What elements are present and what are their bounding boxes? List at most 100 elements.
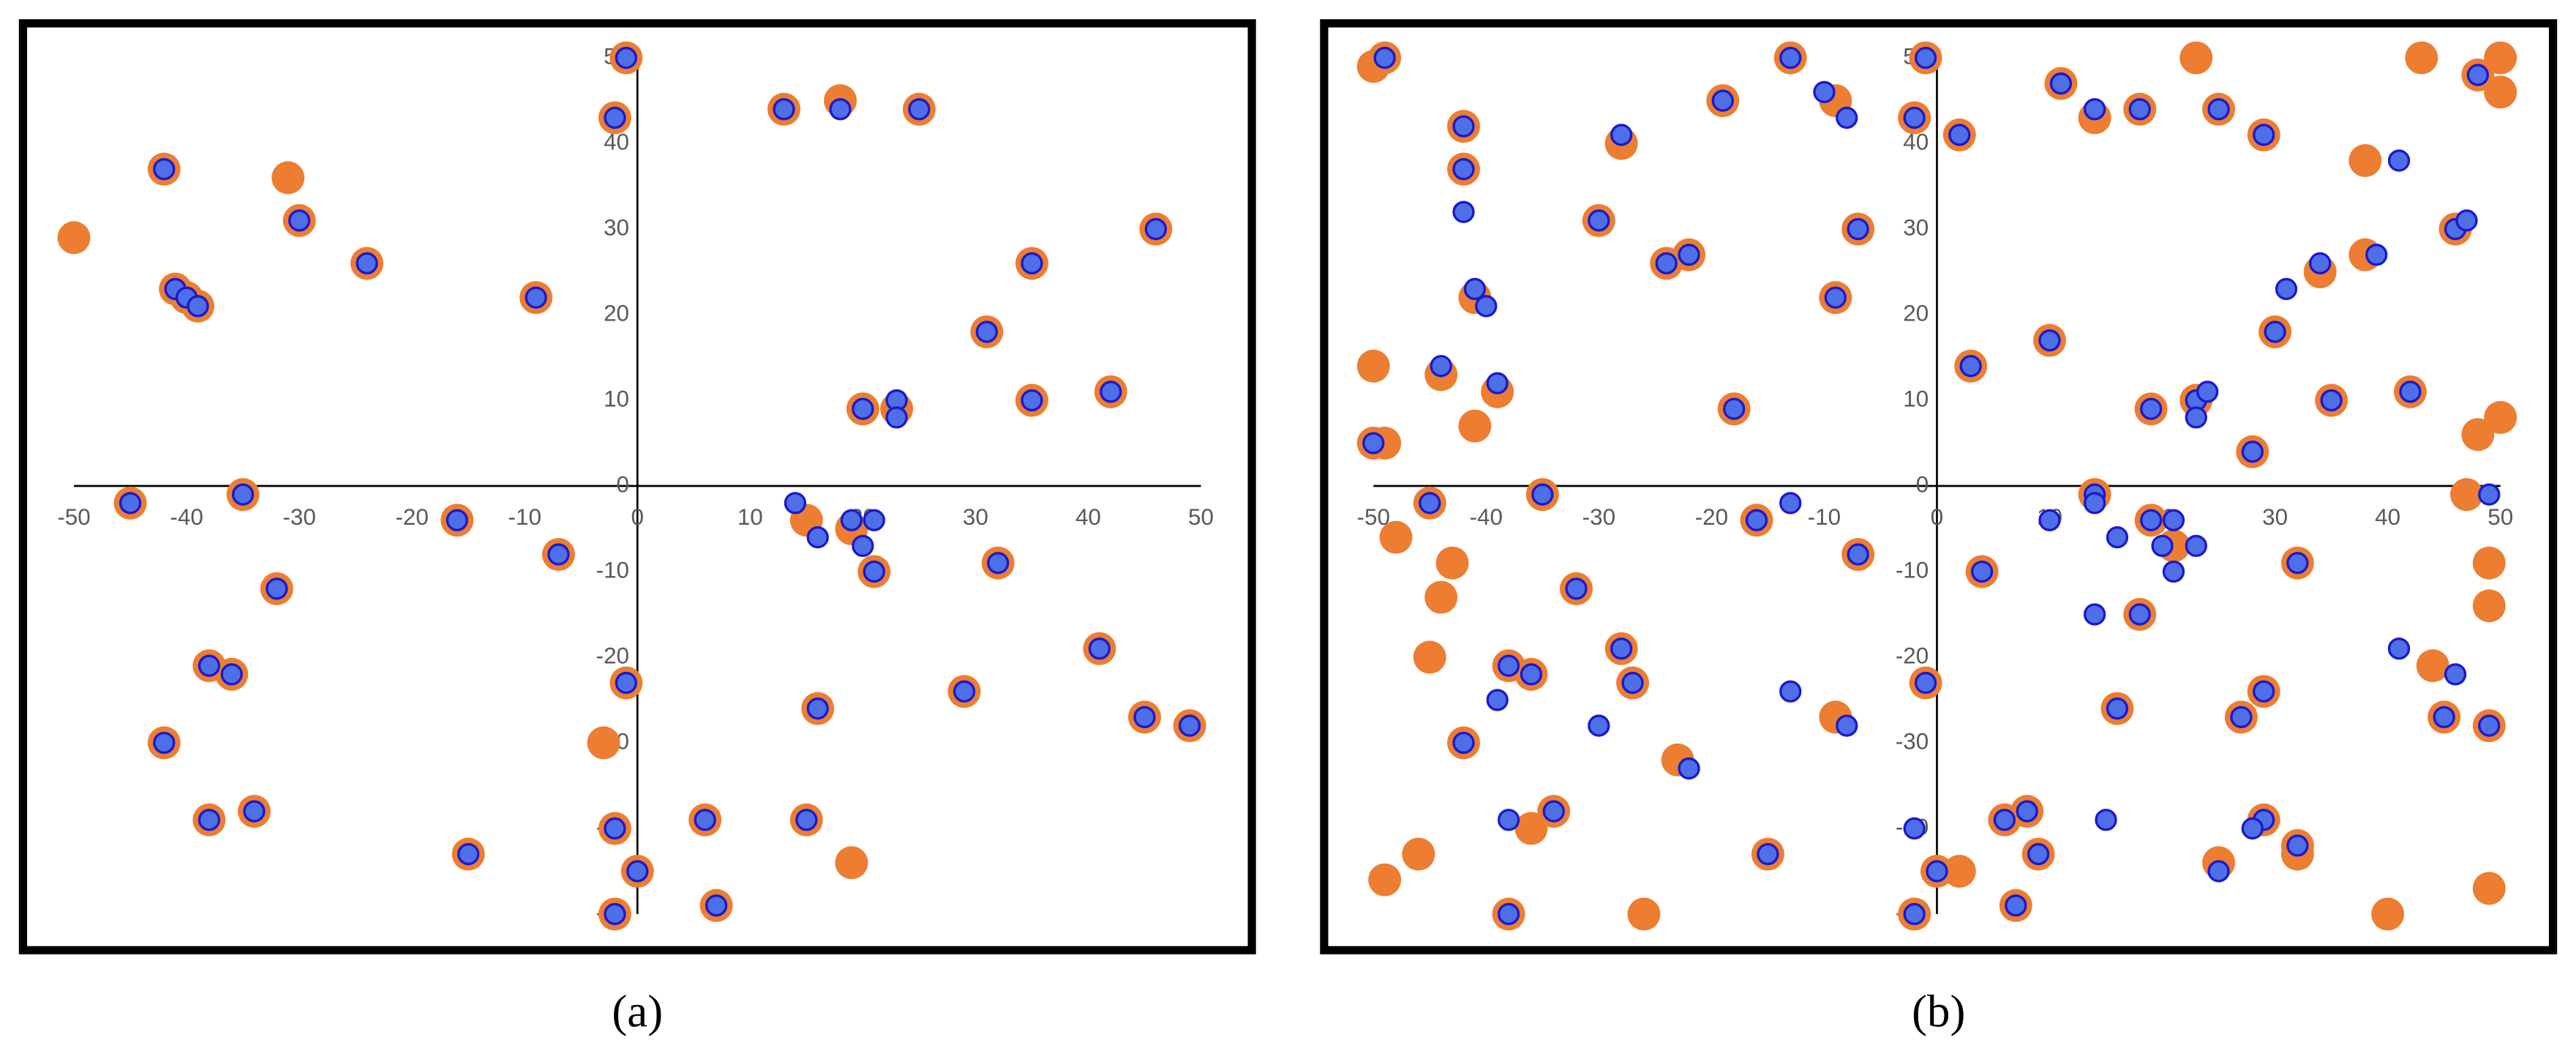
point <box>1847 217 1869 241</box>
point <box>1402 837 1435 871</box>
y-tick-label: 30 <box>604 214 629 240</box>
point <box>356 252 378 274</box>
x-tick-label: -10 <box>1808 504 1841 530</box>
point <box>57 221 91 255</box>
point <box>1655 252 1678 274</box>
point <box>288 209 311 232</box>
point <box>1413 640 1446 674</box>
point <box>1993 809 2016 831</box>
point <box>2416 649 2449 683</box>
point <box>1362 432 1385 454</box>
point <box>1514 812 1548 845</box>
point <box>2450 478 2483 512</box>
point <box>1779 680 1802 703</box>
x-tick-label: 30 <box>963 504 988 530</box>
point <box>795 809 818 831</box>
point <box>2128 98 2151 121</box>
point <box>863 509 885 531</box>
y-tick-label: 10 <box>604 386 629 411</box>
point <box>2230 706 2253 729</box>
point <box>1779 492 1802 514</box>
point <box>1914 46 1937 70</box>
point <box>1959 355 1982 378</box>
point <box>2253 680 2275 703</box>
x-tick-label: -20 <box>1695 504 1728 530</box>
x-tick-label: 40 <box>2375 504 2400 530</box>
point <box>271 161 305 195</box>
x-tick-label: -40 <box>170 504 203 530</box>
point <box>2151 534 2174 558</box>
point <box>2253 124 2275 146</box>
point <box>604 902 626 926</box>
point <box>1565 577 1588 600</box>
point <box>2478 483 2501 506</box>
point <box>2399 381 2422 403</box>
point <box>2106 697 2129 720</box>
point <box>198 654 221 677</box>
point <box>1419 492 1441 514</box>
point <box>1452 115 1475 138</box>
point <box>2162 560 2185 583</box>
point <box>547 543 570 566</box>
point <box>987 552 1010 575</box>
y-tick-label: 30 <box>1903 214 1929 240</box>
point <box>1723 397 1746 420</box>
point <box>2264 321 2286 343</box>
point <box>220 663 243 686</box>
point <box>1452 157 1475 181</box>
point <box>975 321 998 343</box>
point <box>1497 809 1520 831</box>
point <box>243 800 266 823</box>
point <box>1452 731 1475 755</box>
point <box>705 894 728 917</box>
point <box>1430 355 1452 378</box>
point <box>1542 800 1565 823</box>
point <box>1847 543 1869 566</box>
point <box>1610 637 1633 660</box>
point <box>2185 406 2207 429</box>
point <box>1903 106 1926 130</box>
point <box>1836 714 1858 737</box>
point <box>1133 706 1156 729</box>
point <box>694 809 716 831</box>
point <box>2083 98 2106 121</box>
point <box>231 483 255 506</box>
y-tick-label: 0 <box>617 471 629 497</box>
point <box>2207 98 2230 121</box>
x-tick-label: -30 <box>282 504 315 530</box>
panel-label: (b) <box>1912 986 1965 1037</box>
point <box>863 560 885 583</box>
point <box>1356 349 1390 383</box>
point <box>2241 817 2264 840</box>
point <box>1745 509 1768 531</box>
point <box>1178 714 1201 737</box>
point <box>1711 89 1734 112</box>
point <box>2049 72 2073 95</box>
point <box>2433 706 2455 729</box>
point <box>829 98 852 121</box>
point <box>1824 286 1847 309</box>
y-tick-label: -10 <box>1896 557 1929 583</box>
point <box>852 534 874 558</box>
point <box>2478 714 2501 737</box>
point <box>2275 277 2298 301</box>
point <box>2472 589 2506 623</box>
point <box>1520 663 1543 686</box>
point <box>1757 842 1779 866</box>
y-tick-label: -20 <box>1896 643 1929 668</box>
point <box>2005 894 2027 917</box>
point <box>1926 860 1948 883</box>
x-tick-label: 30 <box>2262 504 2288 530</box>
point <box>198 809 221 831</box>
point <box>1379 520 1413 554</box>
point <box>1813 81 1836 103</box>
point <box>1373 46 1396 70</box>
y-tick-label: 10 <box>1903 386 1929 411</box>
point <box>2179 41 2213 75</box>
point <box>2286 834 2309 857</box>
x-tick-label: -50 <box>57 504 90 530</box>
point <box>2320 389 2343 412</box>
point <box>2128 603 2151 626</box>
point <box>1475 295 1498 318</box>
